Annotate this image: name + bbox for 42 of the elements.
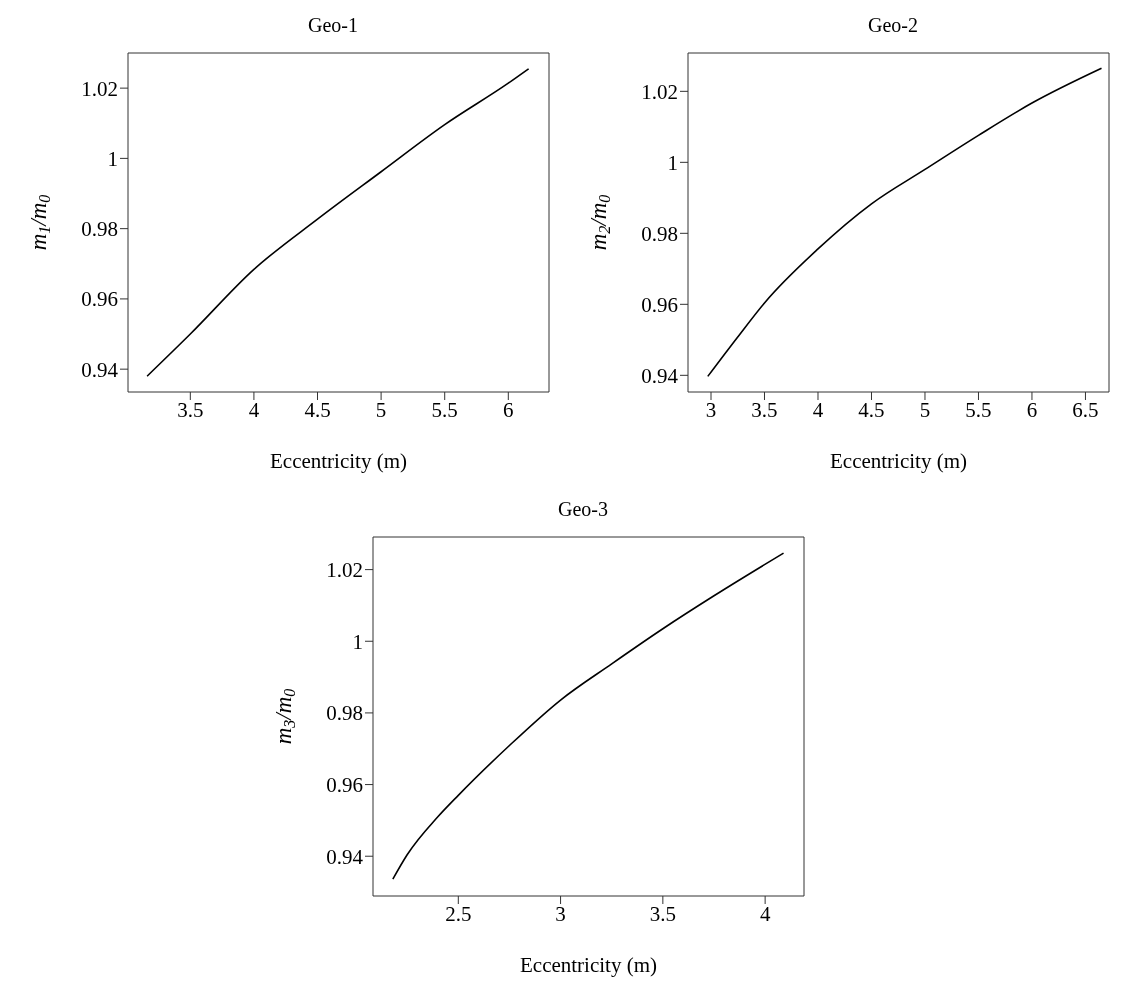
y-tick-label: 0.94 [326,844,364,869]
line-series [706,67,1103,378]
chart-title: Geo-1 [307,13,359,38]
x-tick-label: 4 [759,901,771,926]
chart-title: Geo-2 [867,13,919,38]
y-tick-label: 1.02 [641,79,678,104]
y-tick-label: 1 [667,150,678,175]
y-tick-label: 0.94 [81,357,119,382]
x-tick-label: 5 [919,397,931,422]
y-tick-label: 0.98 [641,221,678,246]
y-tick-label: 0.94 [641,363,679,388]
y-tick-label: 1 [107,146,118,171]
x-tick-label: 4.5 [858,397,885,422]
chart-title: Geo-3 [557,497,609,522]
x-tick-label: 3.5 [751,397,778,422]
y-tick-label: 0.98 [326,701,363,726]
y-tick-label: 1 [352,629,363,654]
x-tick-label: 5.5 [965,397,992,422]
x-tick-label: 5.5 [431,397,458,422]
x-tick-label: 6 [1026,397,1038,422]
x-axis-title: Eccentricity (m) [269,449,408,473]
x-tick-label: 3 [555,901,566,926]
x-tick-label: 3.5 [649,901,676,926]
line-series [392,552,785,880]
y-tick-label: 1.02 [326,558,363,583]
x-tick-label: 2.5 [445,901,472,926]
x-tick-label: 4.5 [304,397,331,422]
x-axis-title: Eccentricity (m) [829,449,968,473]
x-tick-label: 6 [503,397,514,422]
y-tick-label: 0.96 [81,287,118,312]
x-tick-label: 5 [375,397,387,422]
x-tick-label: 3.5 [177,397,204,422]
x-tick-label: 4 [248,397,260,422]
x-axis-title: Eccentricity (m) [519,953,658,977]
x-tick-label: 6.5 [1072,397,1099,422]
y-tick-label: 0.96 [641,292,678,317]
y-tick-label: 0.96 [326,773,363,798]
y-tick-label: 1.02 [81,76,118,101]
line-series [146,68,530,377]
y-tick-label: 0.98 [81,217,118,242]
x-tick-label: 4 [812,397,824,422]
x-tick-label: 3 [705,397,717,422]
